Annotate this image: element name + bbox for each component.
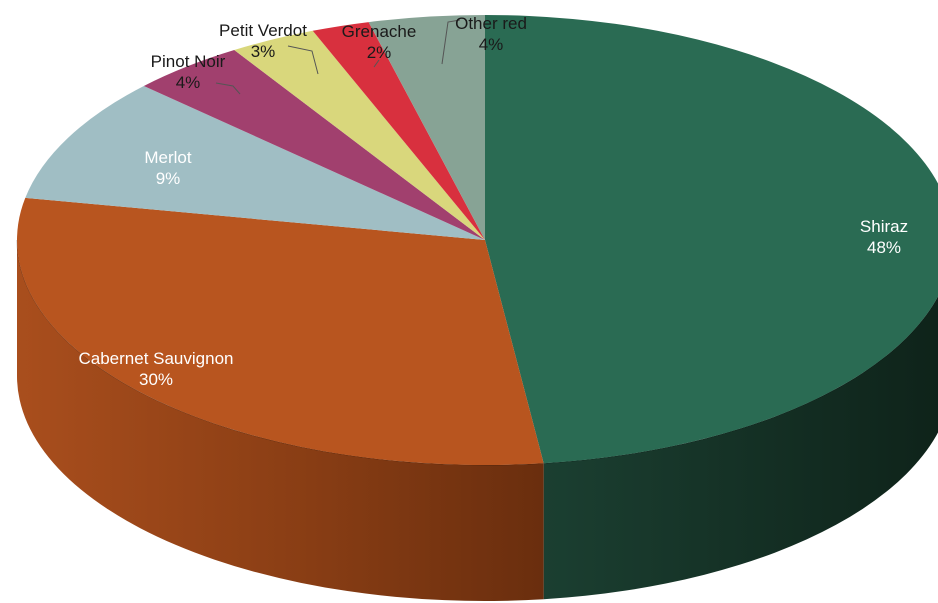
- slice-percent: 30%: [139, 370, 173, 389]
- side-wall-shiraz: [543, 296, 938, 600]
- slice-merlot: [25, 85, 486, 240]
- leader-line-pinot-noir: [215, 82, 241, 95]
- slice-labels: Shiraz 48% Cabernet Sauvignon 30% Merlot 9% Pi…: [78, 14, 908, 389]
- slice-label-petit-verdot: Petit Verdot 3%: [219, 21, 307, 61]
- slice-percent: 9%: [156, 169, 181, 188]
- leader-line-grenache: [373, 59, 380, 68]
- slice-label-pinot-noir: Pinot Noir 4%: [151, 52, 226, 92]
- slice-pinot-noir: [143, 50, 485, 241]
- slice-name: Shiraz: [860, 217, 908, 236]
- slice-name: Petit Verdot: [219, 21, 307, 40]
- slice-label-cabernet-sauvignon: Cabernet Sauvignon 30%: [78, 349, 233, 389]
- leader-line-other-red: [441, 19, 461, 65]
- slice-cabernet-sauvignon: [16, 197, 544, 465]
- slice-percent: 2%: [367, 43, 392, 62]
- leader-line-petit-verdot: [287, 45, 319, 75]
- slice-shiraz: [485, 15, 938, 464]
- side-wall-cabernet-sauvignon: [17, 240, 544, 602]
- slice-name: Pinot Noir: [151, 52, 226, 71]
- slice-percent: 3%: [251, 42, 276, 61]
- slice-name: Merlot: [144, 148, 192, 167]
- slice-grenache: [312, 22, 485, 241]
- pie-slices: [16, 15, 938, 465]
- slice-label-other-red: Other red 4%: [455, 14, 527, 54]
- slice-label-merlot: Merlot 9%: [144, 148, 192, 188]
- leader-lines: [215, 19, 461, 95]
- slice-label-shiraz: Shiraz 48%: [860, 217, 908, 257]
- slice-other-red: [368, 15, 485, 240]
- slice-name: Grenache: [342, 22, 417, 41]
- slice-percent: 4%: [479, 35, 504, 54]
- slice-petit-verdot: [234, 30, 485, 240]
- slice-name: Other red: [455, 14, 527, 33]
- slice-label-grenache: Grenache 2%: [342, 22, 417, 62]
- slice-percent: 4%: [176, 73, 201, 92]
- slice-percent: 48%: [867, 238, 901, 257]
- slice-name: Cabernet Sauvignon: [78, 349, 233, 368]
